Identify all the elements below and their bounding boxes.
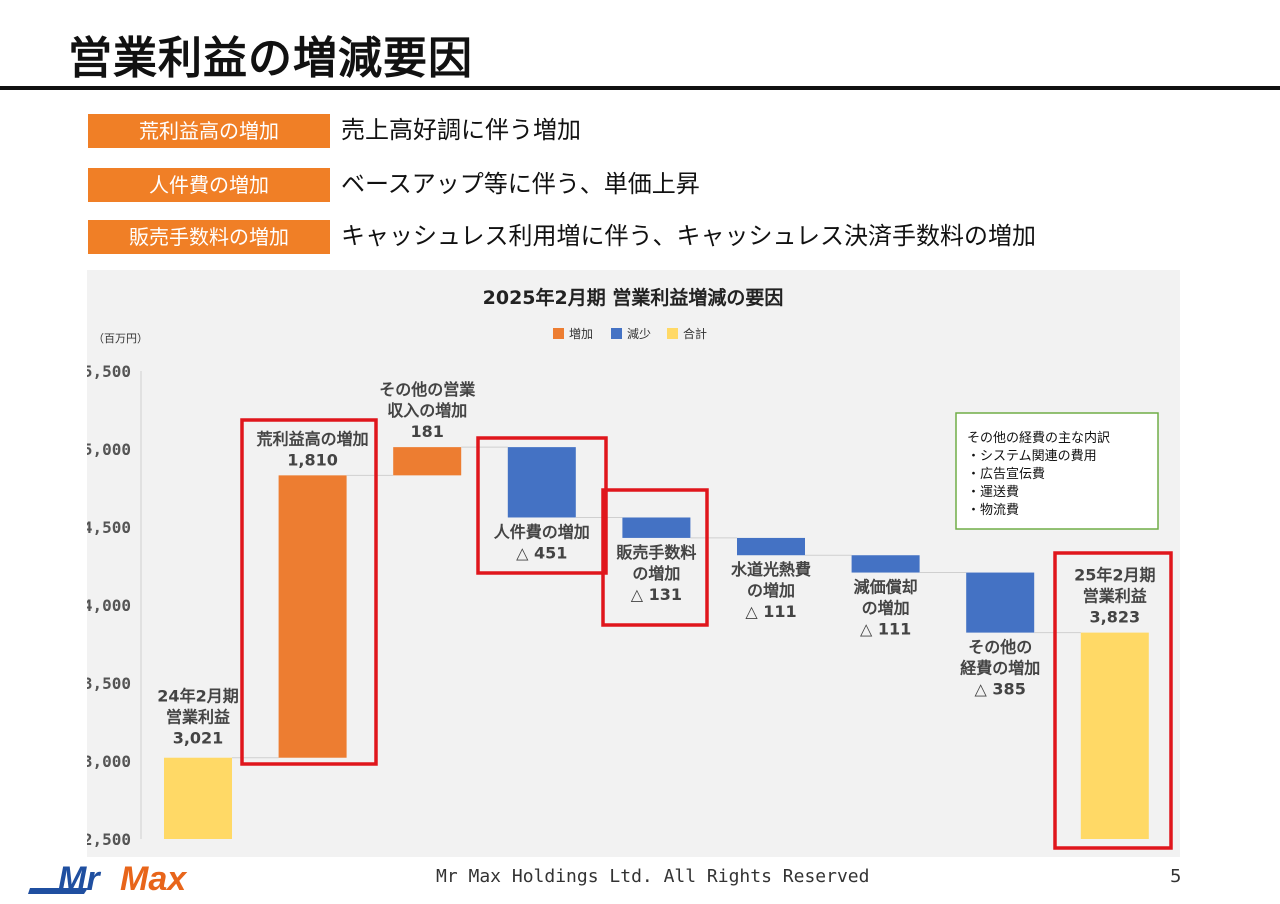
bar-data-label: △ 111: [860, 620, 911, 639]
mrmax-logo: Mr Max: [28, 860, 188, 898]
factor-description: ベースアップ等に伴う、単価上昇: [341, 170, 700, 198]
factor-description: キャッシュレス利用増に伴う、キャッシュレス決済手数料の増加: [341, 222, 1037, 250]
factor-label: 販売手数料の増加: [88, 220, 330, 254]
highlight-box: [240, 418, 378, 766]
bar-data-label: その他の営業: [379, 380, 476, 399]
copyright-text: Mr Max Holdings Ltd. All Rights Reserved: [436, 866, 870, 887]
bar-data-label: 営業利益: [166, 708, 230, 727]
highlight-box: [601, 488, 709, 627]
chart-title: 2025年2月期 営業利益増減の要因: [483, 286, 784, 309]
bar-data-label: の増加: [747, 581, 795, 600]
bar-data-label: 水道光熱費: [731, 560, 811, 579]
y-tick-label: 3,000: [87, 752, 131, 771]
bar-data-label: 3,823: [1089, 608, 1140, 627]
bar-data-label: 1,810: [287, 450, 338, 469]
bar-data-label: 181: [410, 422, 443, 441]
highlight-box: [476, 436, 608, 575]
bar-total: [164, 757, 232, 839]
page-title: 営業利益の増減要因: [68, 33, 473, 84]
legend-swatch-total: [667, 328, 678, 339]
bar-decrease: [622, 517, 691, 538]
legend-swatch-increase: [553, 328, 564, 339]
factor-label: 人件費の増加: [88, 168, 330, 202]
note-item: ・運送費: [967, 485, 1019, 500]
y-tick-label: 2,500: [87, 830, 131, 849]
bar-data-label: △ 111: [745, 602, 796, 621]
y-tick-label: 3,500: [87, 674, 131, 693]
svg-text:Max: Max: [120, 860, 188, 898]
waterfall-chart: 2025年2月期 営業利益増減の要因 （百万円） 増加 減少 合計 2,500 3,000 3…: [87, 286, 1173, 850]
y-tick-label: 4,500: [87, 518, 131, 537]
bar-data-label: 荒利益高の増加: [256, 429, 369, 448]
y-tick-label: 5,000: [87, 440, 131, 459]
note-title: その他の経費の主な内訳: [967, 430, 1110, 446]
bar-decrease: [507, 447, 576, 518]
factor-label: 荒利益高の増加: [88, 114, 330, 148]
bar-decrease: [851, 555, 920, 573]
page-number: 5: [1170, 866, 1182, 887]
y-axis-unit: （百万円）: [93, 332, 148, 345]
note-item: ・システム関連の費用: [967, 449, 1097, 464]
bar-data-label: 3,021: [173, 729, 224, 748]
legend-label-total: 合計: [683, 326, 707, 341]
bar-increase: [278, 475, 347, 758]
highlight-box: [1053, 551, 1173, 850]
waterfall-chart-panel: 2025年2月期 営業利益増減の要因 （百万円） 増加 減少 合計 2,500 3,000 3…: [87, 270, 1180, 857]
title-divider: [0, 86, 1280, 90]
legend-swatch-decrease: [611, 328, 622, 339]
bar-decrease: [737, 537, 805, 556]
bar-data-label: 販売手数料: [616, 543, 696, 562]
bar-data-label: △ 451: [516, 543, 567, 562]
bar-data-label: 人件費の増加: [494, 522, 590, 541]
y-tick-label: 5,500: [87, 362, 131, 381]
bar-data-label: 減価償却: [854, 578, 918, 597]
bar-data-label: 収入の増加: [387, 401, 467, 420]
bar-data-label: △ 131: [631, 585, 682, 604]
bar-data-label: 25年2月期: [1074, 566, 1155, 585]
legend-label-increase: 増加: [569, 327, 593, 341]
legend-label-decrease: 減少: [627, 326, 651, 341]
bar-data-label: 経費の増加: [960, 659, 1040, 678]
note-box: [955, 412, 1159, 530]
note-item: ・広告宣伝費: [967, 466, 1045, 482]
bar-data-label: △ 385: [975, 680, 1026, 699]
bar-decrease: [966, 572, 1035, 633]
bar-increase: [393, 447, 462, 476]
factor-description: 売上高好調に伴う増加: [341, 116, 581, 144]
bar-total: [1080, 632, 1149, 839]
note-item: ・物流費: [967, 503, 1019, 518]
svg-text:Mr: Mr: [58, 860, 101, 898]
bar-data-label: 24年2月期: [157, 687, 238, 706]
bar-data-label: 営業利益: [1083, 587, 1147, 606]
bar-data-label: の増加: [632, 564, 680, 583]
bar-data-label: その他の: [968, 638, 1032, 657]
y-tick-label: 4,000: [87, 596, 131, 615]
bar-data-label: の増加: [862, 599, 910, 618]
